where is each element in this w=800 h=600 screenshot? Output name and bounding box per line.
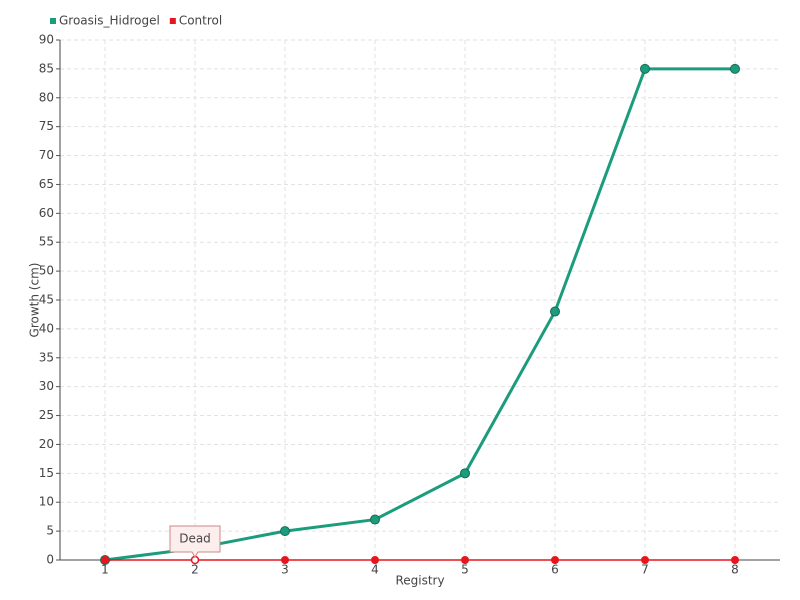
data-point: [101, 556, 109, 564]
data-point: [731, 556, 739, 564]
y-tick-label: 10: [39, 495, 54, 509]
y-tick-label: 85: [39, 61, 54, 75]
x-tick-label: 8: [731, 563, 739, 577]
y-tick-label: 70: [39, 148, 54, 162]
y-tick-label: 30: [39, 379, 54, 393]
data-point: [550, 306, 560, 317]
x-tick-label: 2: [191, 563, 199, 577]
y-tick-label: 5: [46, 524, 54, 538]
data-point: [280, 526, 290, 537]
y-tick-label: 40: [39, 321, 54, 335]
data-point: [460, 468, 470, 479]
x-tick-label: 7: [641, 563, 649, 577]
x-axis-label: Registry: [395, 574, 444, 588]
data-point: [370, 514, 380, 525]
y-tick-label: 65: [39, 177, 54, 191]
x-tick-label: 3: [281, 563, 289, 577]
y-tick-label: 60: [39, 206, 54, 220]
x-tick-label: 5: [461, 563, 469, 577]
x-tick-label: 1: [101, 563, 109, 577]
x-tick-label: 6: [551, 563, 559, 577]
legend-label: Control: [179, 14, 222, 28]
annotation-text: Dead: [179, 532, 211, 546]
y-tick-label: 35: [39, 350, 54, 364]
y-axis-label: Growth (cm): [28, 263, 42, 338]
legend-label: Groasis_Hidrogel: [59, 14, 160, 28]
y-tick-label: 0: [46, 553, 54, 567]
y-tick-label: 20: [39, 437, 54, 451]
data-point: [281, 556, 289, 564]
annotation-box: [169, 525, 221, 558]
data-point: [461, 556, 469, 564]
data-point: [371, 556, 379, 564]
y-tick-label: 15: [39, 466, 54, 480]
data-point: [551, 556, 559, 564]
legend-swatch: [169, 18, 176, 24]
y-tick-label: 75: [39, 119, 54, 133]
legend-swatch: [50, 18, 56, 24]
y-tick-label: 90: [39, 33, 54, 47]
y-tick-label: 50: [39, 264, 54, 278]
data-point: [640, 63, 650, 74]
data-point: [730, 63, 740, 74]
x-tick-label: 4: [371, 563, 379, 577]
y-tick-label: 80: [39, 90, 54, 104]
y-tick-label: 45: [39, 293, 54, 307]
series-line: [104, 67, 735, 562]
y-tick-label: 55: [39, 235, 54, 249]
y-tick-label: 25: [39, 408, 54, 422]
data-point: [641, 556, 649, 564]
